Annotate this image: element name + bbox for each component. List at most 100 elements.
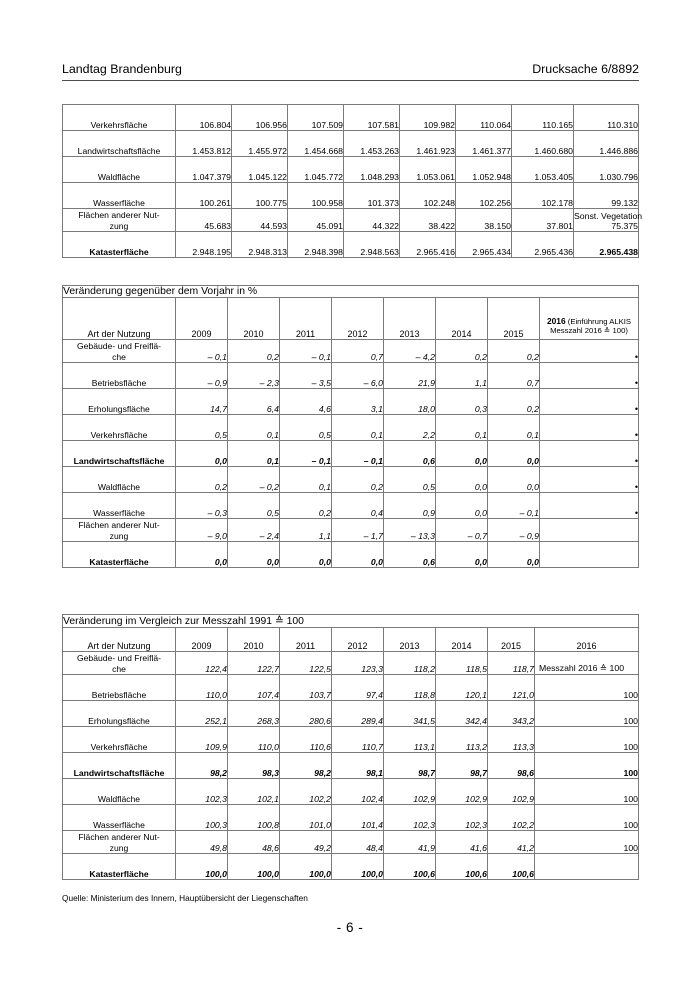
- data-cell: 100: [534, 778, 639, 805]
- table-row: Wasserfläche 100,3 100,8 101,0 101,4 102,3 102…: [62, 804, 639, 831]
- row-label: Erholungsfläche: [62, 700, 176, 727]
- table3-body: Veränderung im Vergleich zur Messzahl 19…: [62, 614, 639, 880]
- data-cell: 1.460.680: [511, 130, 574, 157]
- data-cell: 0,1: [331, 414, 384, 441]
- row-label: Verkehrsfläche: [62, 414, 176, 441]
- data-cell: – 1,7: [331, 518, 384, 542]
- data-cell: 38.422: [399, 208, 456, 232]
- data-cell: 1.048.293: [343, 156, 400, 183]
- no-data-marker: •: [539, 466, 639, 493]
- table-row: Waldfläche 102,3 102,1 102,2 102,4 102,9 102,9…: [62, 778, 639, 805]
- data-cell: 48,4: [331, 830, 384, 854]
- data-cell: 1.453.812: [175, 130, 232, 157]
- data-cell: 0,0: [227, 541, 280, 568]
- data-cell: 18,0: [383, 388, 436, 415]
- data-cell: 0,4: [331, 492, 384, 519]
- data-cell: – 0,1: [175, 339, 228, 363]
- data-cell: 113,2: [435, 726, 488, 753]
- data-cell: 41,6: [435, 830, 488, 854]
- data-cell: 100,3: [175, 804, 228, 831]
- data-cell: 98,2: [279, 752, 332, 779]
- data-cell: 2.965.438: [573, 231, 639, 258]
- data-cell: 99.132: [573, 182, 639, 209]
- data-cell: 3,1: [331, 388, 384, 415]
- data-cell: 252,1: [175, 700, 228, 727]
- data-cell: 121,0: [487, 674, 535, 701]
- no-data-marker: •: [539, 388, 639, 415]
- table-row: Betriebsfläche – 0,9– 2,3– 3,5– 6,0 21,9 1,…: [62, 362, 639, 389]
- data-cell: 0,5: [175, 414, 228, 441]
- data-cell: 100,0: [331, 853, 384, 880]
- data-cell: 118,5: [435, 651, 488, 675]
- data-cell: – 6,0: [331, 362, 384, 389]
- data-cell: 1.453.263: [343, 130, 400, 157]
- data-cell: 102,9: [435, 778, 488, 805]
- table-caption-row: Veränderung gegenüber dem Vorjahr in %: [62, 285, 639, 298]
- data-cell: 21,9: [383, 362, 436, 389]
- row-label: Waldfläche: [62, 778, 176, 805]
- row-label: Waldfläche: [62, 466, 176, 493]
- data-cell: 2,2: [383, 414, 436, 441]
- data-cell: 98,7: [435, 752, 488, 779]
- data-cell: 122,7: [227, 651, 280, 675]
- data-cell: 110,0: [175, 674, 228, 701]
- table-caption: Veränderung gegenüber dem Vorjahr in %: [62, 285, 639, 298]
- data-cell: 102.178: [511, 182, 574, 209]
- column-header-year: 2013: [383, 627, 436, 652]
- data-cell: 0,0: [487, 541, 540, 568]
- column-header-year: 2013: [383, 297, 436, 340]
- table-row: Betriebsfläche 110,0 107,4 103,7 97,4 118,8 12…: [62, 674, 639, 701]
- table-row: Flächen anderer Nut-zung – 9,0– 2,4 1,1– 1…: [62, 518, 639, 542]
- no-data-marker: •: [539, 339, 639, 363]
- data-cell: 98,7: [383, 752, 436, 779]
- row-label: Flächen anderer Nut-zung: [62, 518, 176, 542]
- data-cell: 100.261: [175, 182, 232, 209]
- data-cell: 0,2: [175, 466, 228, 493]
- column-header-year: 2014: [435, 627, 488, 652]
- data-cell: 100,8: [227, 804, 280, 831]
- data-cell: 98,6: [487, 752, 535, 779]
- data-cell: 2.965.416: [399, 231, 456, 258]
- data-cell: 0,0: [279, 541, 332, 568]
- table-row: Verkehrsfläche 106.804 106.956 107.509 107.5…: [62, 104, 639, 131]
- data-cell: 101.373: [343, 182, 400, 209]
- table-row: Erholungsfläche 252,1 268,3 280,6 289,4 341,5…: [62, 700, 639, 727]
- data-cell: 0,2: [487, 339, 540, 363]
- table-index-vs-1991: Veränderung im Vergleich zur Messzahl 19…: [62, 614, 639, 880]
- data-cell: 2.965.434: [455, 231, 512, 258]
- data-cell: 1.455.972: [231, 130, 288, 157]
- data-cell: 41,2: [487, 830, 535, 854]
- data-cell: 0,0: [487, 440, 540, 467]
- data-cell: – 0,1: [279, 339, 332, 363]
- table-row: Katasterfläche 100,0 100,0 100,0 100,0 100,6 1…: [62, 853, 639, 880]
- data-cell: 0,0: [175, 541, 228, 568]
- data-cell: 97,4: [331, 674, 384, 701]
- column-header-year-2016: 2016 (Einführung ALKIS Messzahl 2016 ≙ 1…: [539, 297, 639, 340]
- table-row: Gebäude- und Freiflä-che 122,4 122,7 122,5 1…: [62, 651, 639, 675]
- data-cell: 102,9: [383, 778, 436, 805]
- page-number: - 6 -: [336, 920, 364, 935]
- data-cell: – 13,3: [383, 518, 436, 542]
- data-cell: 0,3: [435, 388, 488, 415]
- data-cell: Sonst. Vegetation 75.375: [573, 208, 642, 232]
- data-cell: 0,2: [227, 339, 280, 363]
- table-row: Verkehrsfläche 0,5 0,1 0,5 0,1 2,2 0,1 0,1 •: [62, 414, 639, 441]
- column-header-year: 2012: [331, 627, 384, 652]
- data-cell: 2.948.195: [175, 231, 232, 258]
- data-cell: 0,5: [279, 414, 332, 441]
- data-cell: – 0,9: [487, 518, 540, 542]
- data-cell: 342,4: [435, 700, 488, 727]
- data-cell: 102,3: [175, 778, 228, 805]
- data-cell: 100,0: [279, 853, 332, 880]
- data-cell: 98,2: [175, 752, 228, 779]
- data-cell: 1.045.122: [231, 156, 288, 183]
- column-header-year: 2015: [487, 297, 540, 340]
- data-cell: 2.948.313: [231, 231, 288, 258]
- data-cell: 110.165: [511, 104, 574, 131]
- data-cell: [539, 541, 639, 568]
- data-cell: 49,8: [175, 830, 228, 854]
- data-cell: [534, 853, 639, 880]
- data-cell: 100: [534, 726, 639, 753]
- data-cell: 1,1: [279, 518, 332, 542]
- column-header-year: 2015: [487, 627, 535, 652]
